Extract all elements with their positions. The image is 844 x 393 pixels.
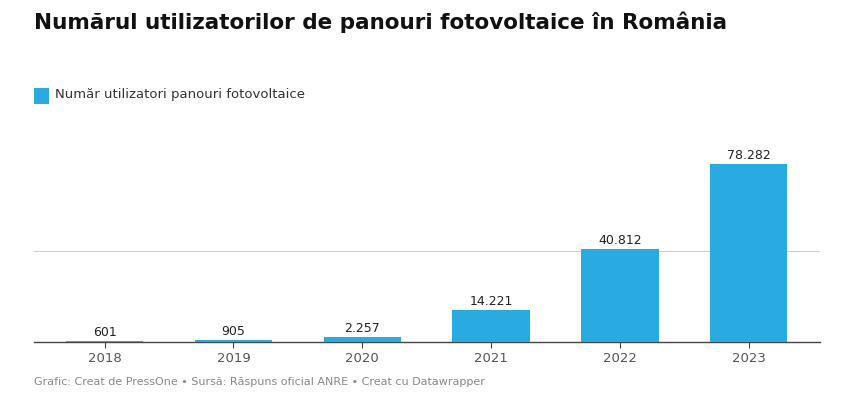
Bar xyxy=(709,164,787,342)
Bar xyxy=(452,310,529,342)
Bar xyxy=(66,341,143,342)
Text: 601: 601 xyxy=(93,326,116,339)
Text: 78.282: 78.282 xyxy=(726,149,770,162)
Bar xyxy=(195,340,272,342)
Text: Număr utilizatori panouri fotovoltaice: Număr utilizatori panouri fotovoltaice xyxy=(55,88,305,101)
Text: 2.257: 2.257 xyxy=(344,322,380,335)
Text: 40.812: 40.812 xyxy=(598,234,641,247)
Text: 14.221: 14.221 xyxy=(469,295,512,308)
Bar xyxy=(581,249,657,342)
Text: Numărul utilizatorilor de panouri fotovoltaice în România: Numărul utilizatorilor de panouri fotovo… xyxy=(34,12,726,33)
Bar xyxy=(323,337,401,342)
Text: 905: 905 xyxy=(221,325,245,338)
Text: Grafic: Creat de PressOne • Sursă: Răspuns oficial ANRE • Creat cu Datawrapper: Grafic: Creat de PressOne • Sursă: Răspu… xyxy=(34,377,484,387)
